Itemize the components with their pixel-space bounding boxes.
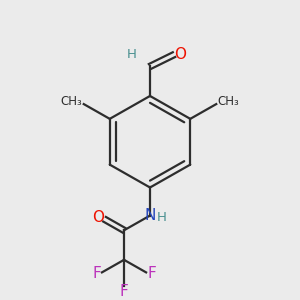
Text: N: N: [144, 208, 156, 223]
Text: CH₃: CH₃: [218, 94, 239, 108]
Text: F: F: [92, 266, 101, 281]
Text: H: H: [157, 212, 166, 224]
Text: CH₃: CH₃: [61, 94, 82, 108]
Text: H: H: [127, 48, 137, 61]
Text: O: O: [92, 210, 104, 225]
Text: F: F: [147, 266, 156, 281]
Text: F: F: [120, 284, 128, 299]
Text: O: O: [175, 47, 187, 62]
